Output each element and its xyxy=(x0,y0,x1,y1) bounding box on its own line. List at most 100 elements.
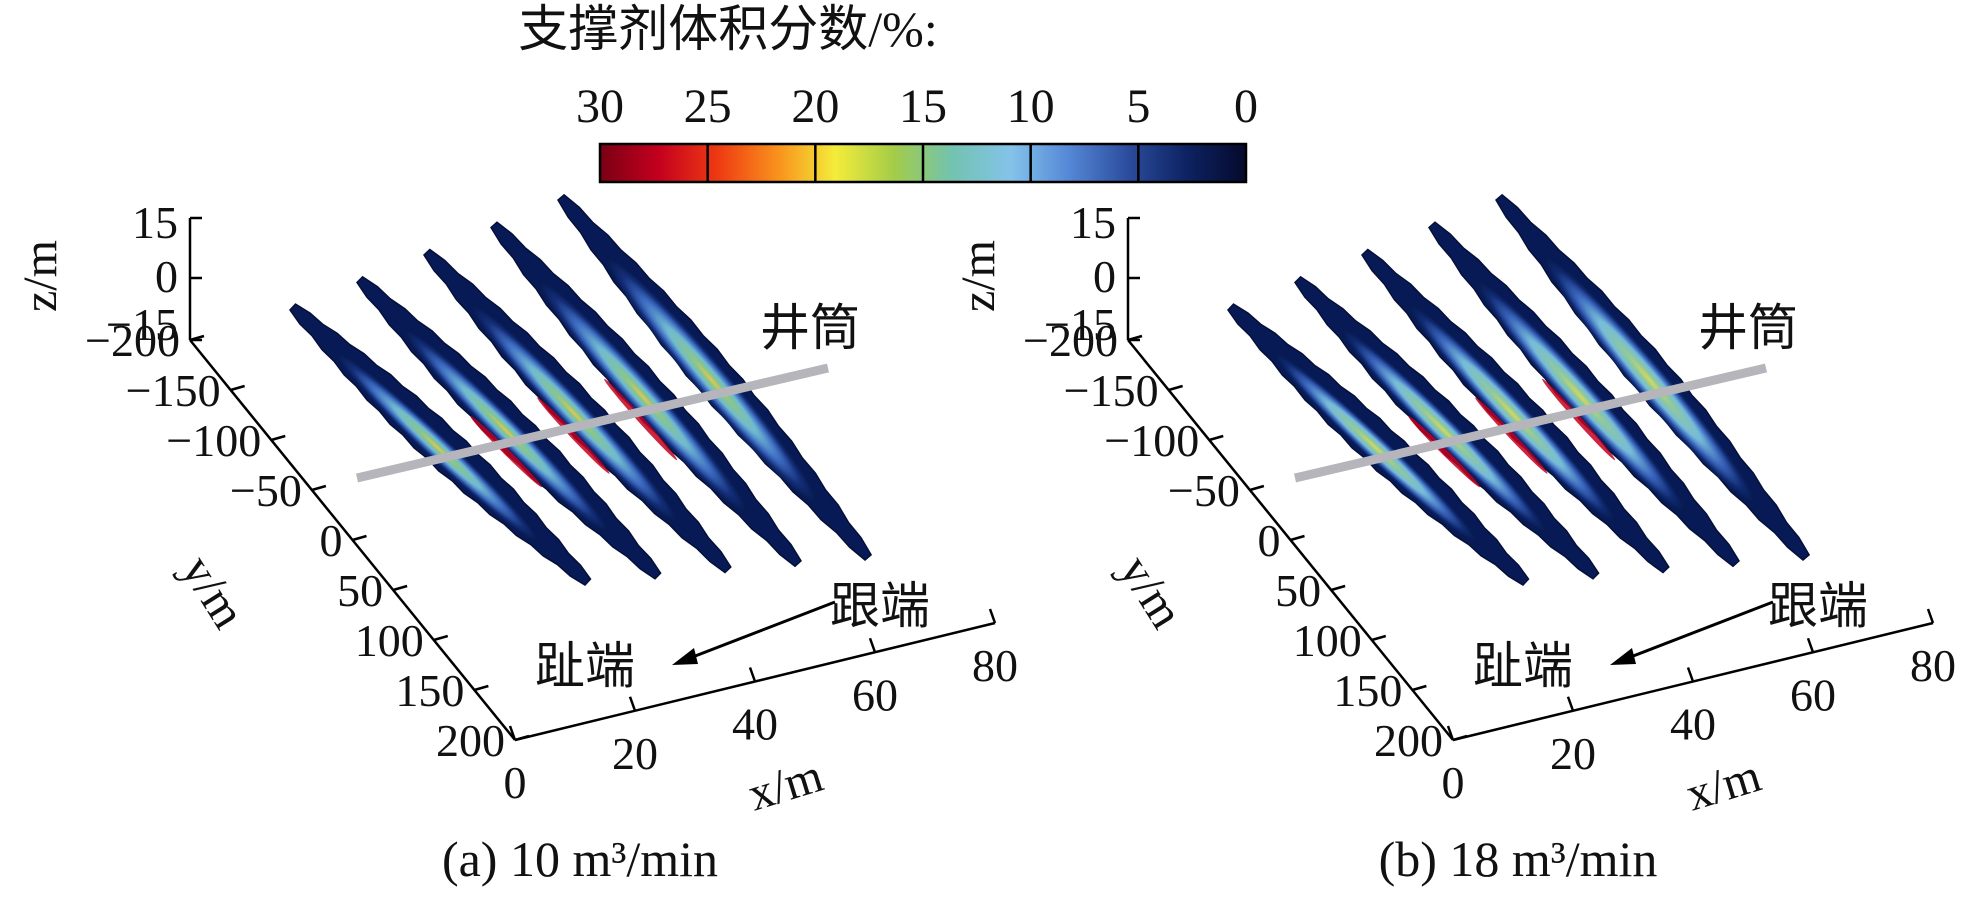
fracture-plane xyxy=(289,303,592,586)
x-tick-labels: 0 20 40 60 80 xyxy=(504,640,1019,808)
y-axis-label: y/m xyxy=(1109,546,1194,637)
proppant-high-concentration xyxy=(1408,416,1480,488)
z-tick-15: 15 xyxy=(132,197,178,248)
z-tick-15: 15 xyxy=(1070,197,1116,248)
colorbar-tick-20: 20 xyxy=(791,80,839,133)
y-tick-mark xyxy=(433,634,449,642)
x-tick-mark xyxy=(508,725,517,741)
colorbar-tick-30: 30 xyxy=(576,80,624,133)
y-tick-0: 0 xyxy=(320,515,343,566)
y-tick-neg150: −150 xyxy=(126,365,221,416)
y-tick-150: 150 xyxy=(1333,665,1402,716)
z-tick-0: 0 xyxy=(155,251,178,302)
proppant-zone xyxy=(1476,281,1686,513)
y-tick-mark xyxy=(1330,584,1346,592)
colorbar-tick-10: 10 xyxy=(1007,80,1055,133)
y-tick-mark xyxy=(1249,484,1265,492)
proppant-zone xyxy=(404,329,608,532)
proppant-high-concentration xyxy=(537,397,610,474)
x-tick-mark xyxy=(1566,696,1575,712)
x-tick-labels: 0 20 40 60 80 xyxy=(1442,640,1957,808)
proppant-high-concentration xyxy=(604,378,678,461)
fracture-plane xyxy=(1495,193,1811,561)
x-tick-mark xyxy=(868,637,877,653)
x-tick-80: 80 xyxy=(1910,640,1956,691)
z-axis-label: z/m xyxy=(14,240,67,312)
wellbore-line xyxy=(355,363,830,483)
y-tick-mark xyxy=(1290,534,1305,542)
y-tick-mark xyxy=(1452,734,1468,742)
panel-caption: (b) 18 m³/min xyxy=(1379,831,1658,887)
x-tick-mark xyxy=(1686,667,1695,682)
fracture-plane xyxy=(1361,248,1670,574)
x-tick-20: 20 xyxy=(612,728,658,779)
proppant-high-concentration xyxy=(470,416,542,488)
y-tick-200: 200 xyxy=(436,715,505,766)
y-tick-mark xyxy=(230,384,245,392)
panel-a: 15 0 −15 z/m −200 −150 −100 −50 0 50 100… xyxy=(14,193,1019,887)
fracture-plane xyxy=(1294,275,1600,580)
y-tick-200: 200 xyxy=(1374,715,1443,766)
y-tick-neg50: −50 xyxy=(1168,465,1240,516)
panel-a-plot xyxy=(188,193,997,742)
panel-caption: (a) 10 m³/min xyxy=(442,831,718,887)
colorbar-title: 支撑剂体积分数/%: xyxy=(518,1,937,57)
y-axis-label: y/m xyxy=(171,546,256,637)
x-tick-20: 20 xyxy=(1550,728,1596,779)
fracture-plane xyxy=(356,275,662,580)
y-tick-neg50: −50 xyxy=(230,465,302,516)
proppant-high-concentration xyxy=(1475,397,1548,474)
y-tick-mark xyxy=(1208,434,1224,442)
proppant-zone xyxy=(1409,305,1616,523)
x-tick-mark xyxy=(1446,725,1455,741)
z-axis-label: z/m xyxy=(952,240,1005,312)
y-tick-150: 150 xyxy=(395,665,464,716)
x-tick-0: 0 xyxy=(1442,757,1465,808)
wellbore-label: 井筒 xyxy=(1698,300,1798,356)
toe-label: 趾端 xyxy=(1473,638,1573,694)
y-tick-mark xyxy=(1127,334,1143,342)
heel-label: 跟端 xyxy=(1768,578,1868,634)
proppant-high-concentration xyxy=(1542,378,1616,461)
x-tick-40: 40 xyxy=(1670,699,1716,750)
fracture-plane xyxy=(1428,221,1740,568)
x-tick-mark xyxy=(748,667,757,682)
proppant-zone xyxy=(1274,353,1477,542)
wellbore-label: 井筒 xyxy=(760,300,860,356)
y-tick-mark xyxy=(514,734,530,742)
fracture-plane xyxy=(490,221,802,568)
z-tick-neg15: −15 xyxy=(1044,299,1116,350)
flow-arrow-head xyxy=(1610,648,1636,665)
y-tick-mark xyxy=(189,334,205,342)
fracture-plane xyxy=(557,193,873,561)
x-axis-label: x/m xyxy=(1680,749,1767,822)
colorbar-tick-25: 25 xyxy=(684,80,732,133)
x-tick-0: 0 xyxy=(504,757,527,808)
y-tick-neg200: −200 xyxy=(1023,315,1118,366)
fracture-plane xyxy=(423,248,732,574)
colorbar-dividers xyxy=(706,144,1140,182)
proppant-zone xyxy=(336,353,539,542)
y-tick-100: 100 xyxy=(355,615,424,666)
y-tick-mark xyxy=(1412,684,1427,692)
x-tick-mark xyxy=(1926,608,1935,624)
x-tick-mark xyxy=(988,608,997,624)
proppant-zone xyxy=(1544,257,1755,503)
flow-arrow-head xyxy=(672,648,698,665)
y-tick-0: 0 xyxy=(1258,515,1281,566)
x-tick-80: 80 xyxy=(972,640,1018,691)
panel-b-plot xyxy=(1126,193,1935,742)
x-axis-label: x/m xyxy=(742,749,829,822)
z-tick-neg15: −15 xyxy=(106,299,178,350)
toe-label: 趾端 xyxy=(535,638,635,694)
y-tick-mark xyxy=(311,484,327,492)
proppant-zone xyxy=(606,257,817,503)
x-tick-mark xyxy=(1806,637,1815,653)
y-tick-neg200: −200 xyxy=(85,315,180,366)
x-tick-60: 60 xyxy=(1790,669,1836,720)
wellbore-line xyxy=(1293,363,1768,483)
y-tick-mark xyxy=(474,684,489,692)
heel-label: 跟端 xyxy=(830,578,930,634)
y-tick-mark xyxy=(1371,634,1387,642)
